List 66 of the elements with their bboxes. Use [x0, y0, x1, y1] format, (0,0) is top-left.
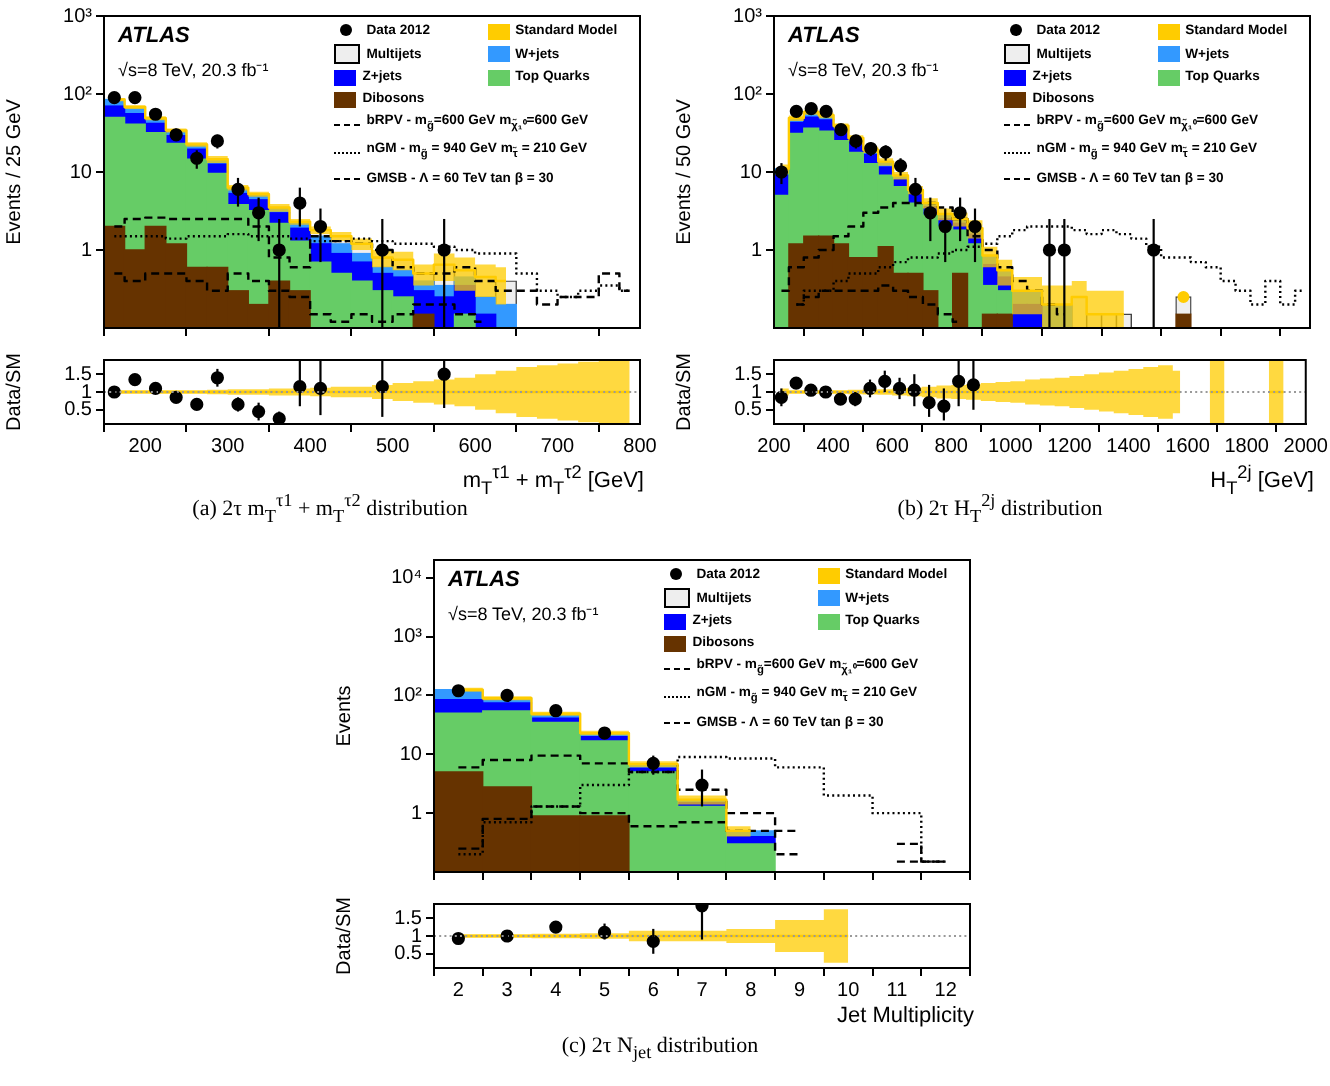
- y-tick-label: 1: [80, 381, 93, 404]
- x-tick-label: 4: [550, 979, 563, 1002]
- y-tick-label: 10: [69, 161, 93, 184]
- y-tick-label: 10²: [63, 83, 94, 106]
- y-axis-title: Events / 25 GeV: [3, 98, 26, 245]
- y-tick-label: 1: [750, 381, 763, 404]
- x-tick-label: 2: [452, 979, 465, 1002]
- x-tick-label: 6: [647, 979, 660, 1002]
- x-tick-label: 1200: [1047, 435, 1093, 458]
- y-tick-label: 10³: [733, 5, 764, 28]
- x-tick-label: 3: [501, 979, 514, 1002]
- x-tick-label: 11: [886, 979, 909, 1002]
- y-axis-title: Data/SM: [333, 897, 356, 975]
- x-axis-title: Jet Multiplicity: [835, 1004, 976, 1032]
- x-tick-label: 1600: [1165, 435, 1211, 458]
- y-tick-label: 0.5: [394, 943, 423, 966]
- y-axis-title: Data/SM: [673, 353, 696, 431]
- x-tick-label: 600: [458, 435, 493, 458]
- x-tick-label: 600: [875, 435, 910, 458]
- y-tick-label: 10: [739, 161, 763, 184]
- y-axis-title: Events: [333, 685, 356, 747]
- x-tick-label: 8: [745, 979, 758, 1002]
- y-tick-label: 10²: [393, 684, 424, 707]
- x-tick-label: 300: [211, 435, 246, 458]
- y-tick-label: 10⁴: [391, 567, 422, 590]
- x-tick-label: 700: [540, 435, 576, 458]
- x-tick-label: 500: [375, 435, 411, 458]
- x-tick-label: 12: [934, 979, 958, 1002]
- y-tick-label: 10³: [393, 626, 424, 649]
- y-axis-title: Events / 50 GeV: [673, 98, 696, 245]
- y-tick-label: 10³: [63, 5, 94, 28]
- x-tick-label: 800: [934, 435, 969, 458]
- x-tick-label: 400: [816, 435, 851, 458]
- annotation: ATLAS: [788, 24, 860, 48]
- text: (b) 2τ H$_{T}$$^{2j}$ distribution: [897, 490, 1103, 526]
- y-tick-label: 1: [750, 239, 763, 262]
- x-tick-label: 1800: [1224, 435, 1270, 458]
- x-axis-title: H$_{T}$$^{2j}$ [GeV]: [1208, 460, 1316, 498]
- annotation: √s=8 TeV, 20.3 fb⁻¹: [788, 58, 939, 82]
- y-tick-label: 0.5: [64, 399, 93, 422]
- x-tick-label: 400: [293, 435, 328, 458]
- y-tick-label: 1.5: [394, 907, 423, 930]
- x-tick-label: 1000: [988, 435, 1034, 458]
- x-tick-label: 7: [696, 979, 709, 1002]
- x-tick-label: 200: [128, 435, 163, 458]
- x-tick-label: 2000: [1283, 435, 1329, 458]
- x-tick-label: 1400: [1106, 435, 1152, 458]
- annotation: √s=8 TeV, 20.3 fb⁻¹: [118, 58, 269, 82]
- y-axis-title: Data/SM: [3, 353, 26, 431]
- y-tick-label: 10: [399, 743, 423, 766]
- y-tick-label: 1: [80, 239, 93, 262]
- x-tick-label: 200: [757, 435, 792, 458]
- x-tick-label: 800: [623, 435, 658, 458]
- x-tick-label: 9: [793, 979, 806, 1002]
- y-tick-label: 1.5: [734, 363, 763, 386]
- x-tick-label: 10: [837, 979, 861, 1002]
- x-tick-label: 5: [598, 979, 611, 1002]
- y-tick-label: 1: [410, 802, 423, 825]
- annotation: ATLAS: [118, 24, 190, 48]
- text: (c) 2τ N$_{jet}$ distribution: [559, 1034, 761, 1066]
- y-tick-label: 0.5: [734, 399, 763, 422]
- y-tick-label: 1.5: [64, 363, 93, 386]
- annotation: ATLAS: [448, 568, 520, 592]
- annotation: √s=8 TeV, 20.3 fb⁻¹: [448, 602, 599, 626]
- y-tick-label: 1: [410, 925, 423, 948]
- y-tick-label: 10²: [733, 83, 764, 106]
